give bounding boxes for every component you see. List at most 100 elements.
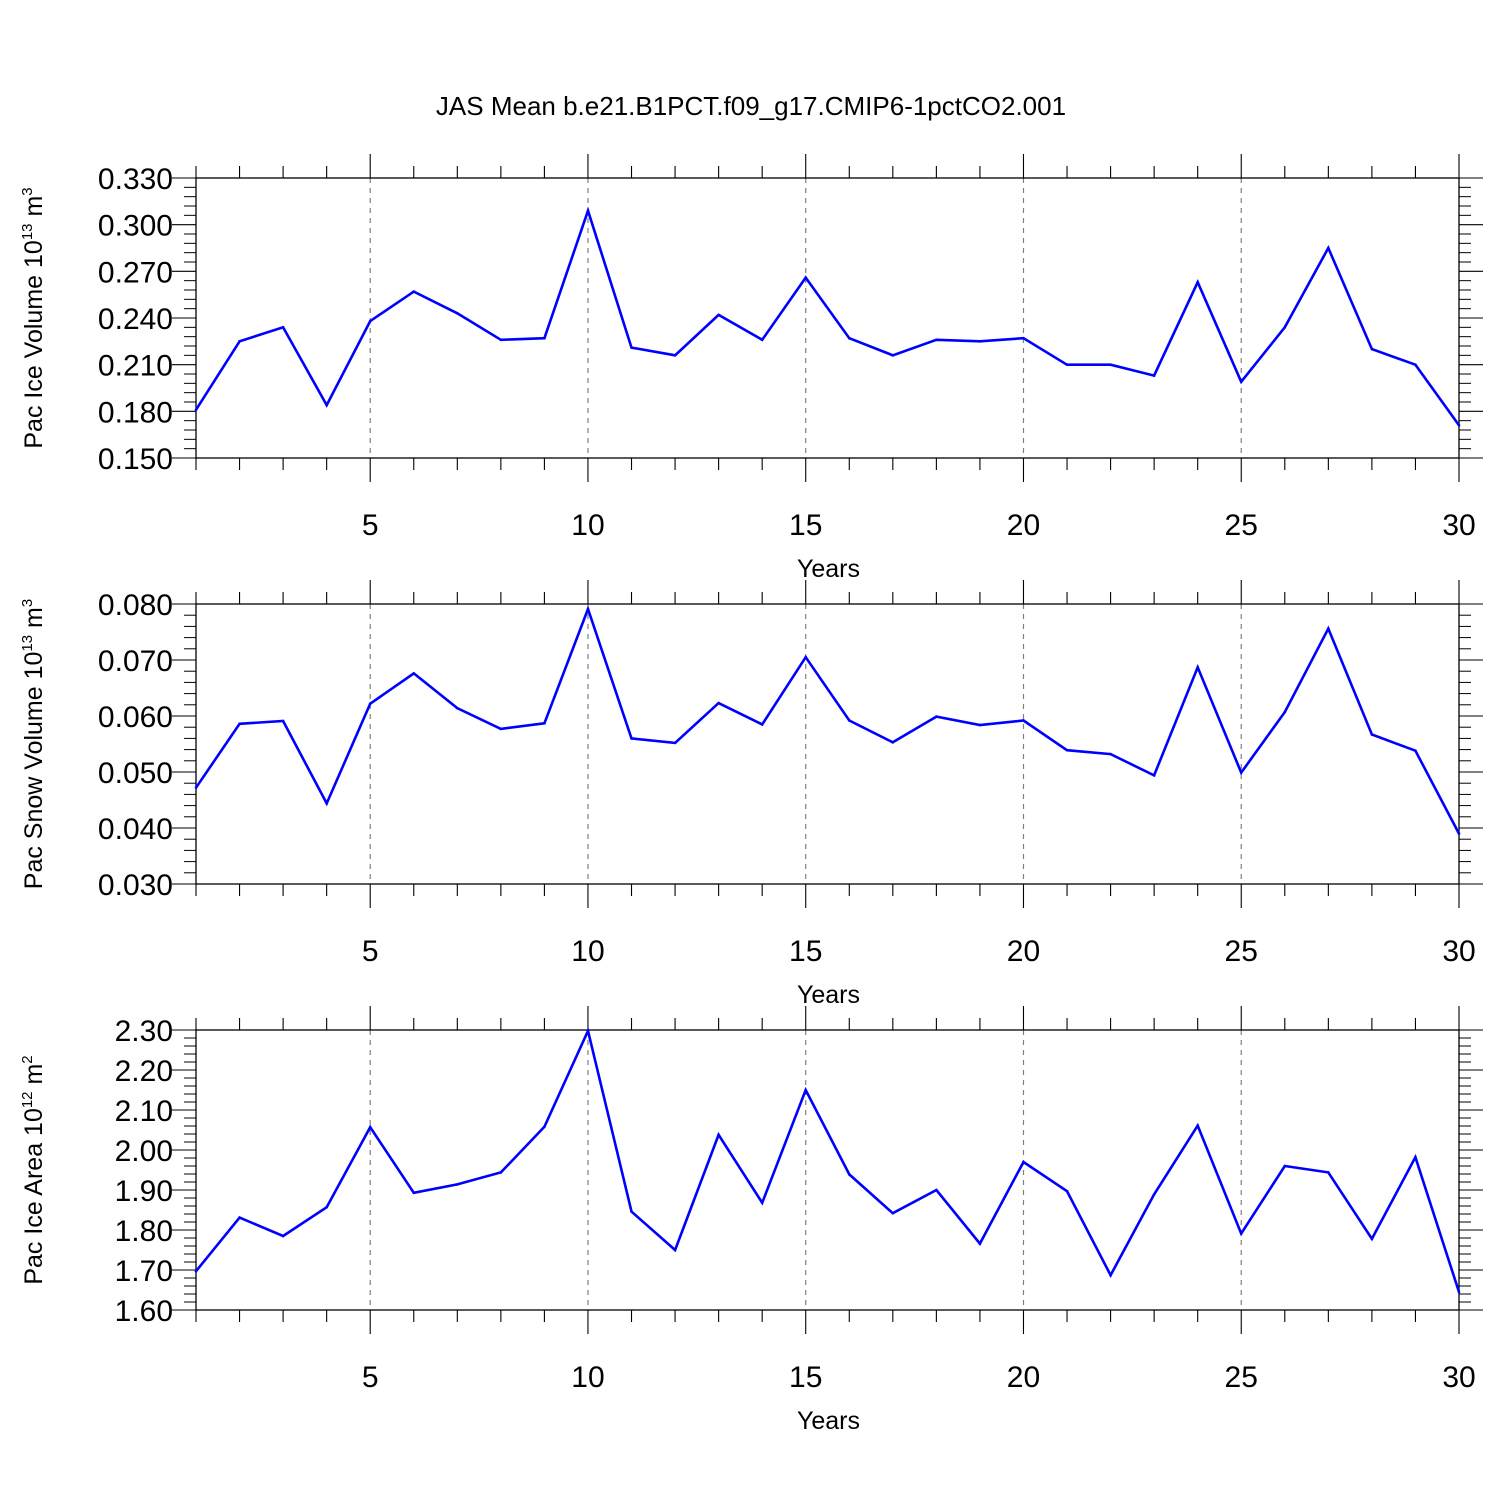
data-point-3-15 [804, 1088, 808, 1092]
data-point-2-22 [1109, 752, 1112, 756]
y-tick-label-2: 0.210 [98, 350, 173, 383]
panel-1: 5 10 15 20 25 30 Years 0.150 0.180 0.210 0.240 0.27… [19, 154, 1483, 583]
data-point-2-19 [978, 723, 982, 727]
y-tick-label-3: 1.90 [115, 1175, 173, 1208]
data-point-1-6 [412, 290, 416, 293]
data-point-2-27 [1327, 627, 1330, 630]
x-tick-label-25: 25 [1225, 935, 1258, 968]
y-tick-label-0: 1.60 [115, 1295, 173, 1328]
data-point-2-2 [238, 722, 241, 726]
y-tick-label-4: 2.00 [115, 1135, 173, 1168]
data-point-1-4 [325, 403, 328, 407]
data-point-1-8 [499, 338, 503, 342]
data-point-3-24 [1196, 1124, 1199, 1127]
figure-title: JAS Mean b.e21.B1PCT.f09_g17.CMIP6-1pctC… [436, 91, 1066, 121]
data-point-1-13 [717, 313, 720, 317]
x-tick-label-10: 10 [571, 1361, 604, 1394]
data-point-2-10 [586, 607, 590, 611]
data-point-1-22 [1109, 363, 1112, 366]
data-point-2-12 [673, 741, 677, 745]
data-point-1-5 [368, 319, 372, 323]
x-axis-label: Years [797, 1407, 860, 1435]
data-point-1-14 [760, 338, 764, 342]
data-point-2-23 [1152, 774, 1156, 777]
y-tick-label-1: 0.040 [98, 813, 173, 846]
data-point-1-16 [847, 336, 851, 340]
data-point-1-21 [1065, 363, 1069, 366]
x-tick-label-30: 30 [1442, 935, 1475, 968]
y-tick-label-3: 0.060 [98, 701, 173, 734]
data-point-2-14 [760, 723, 764, 726]
data-point-2-3 [281, 719, 285, 723]
data-point-2-7 [456, 706, 459, 710]
data-point-2-11 [630, 737, 633, 740]
plot-frame [195, 603, 1460, 885]
data-point-3-18 [935, 1188, 938, 1192]
x-tick-label-5: 5 [362, 509, 379, 542]
data-point-1-26 [1283, 326, 1287, 329]
data-point-1-20 [1022, 336, 1025, 340]
data-point-3-16 [847, 1173, 851, 1176]
data-point-3-5 [368, 1125, 372, 1129]
data-point-1-9 [543, 336, 546, 340]
data-point-2-6 [412, 672, 416, 675]
data-point-3-14 [760, 1201, 764, 1205]
y-tick-label-5: 0.300 [98, 210, 173, 243]
data-point-3-17 [891, 1211, 895, 1215]
data-point-1-7 [456, 312, 459, 315]
data-point-3-29 [1414, 1155, 1417, 1159]
data-point-3-21 [1065, 1189, 1069, 1193]
data-point-3-8 [499, 1171, 503, 1174]
data-point-2-20 [1022, 719, 1025, 722]
data-point-2-28 [1370, 733, 1374, 736]
y-axis-label: Pac Ice Area 1012 m2 [19, 1055, 48, 1284]
data-point-1-23 [1152, 374, 1156, 377]
data-point-1-25 [1239, 380, 1243, 384]
y-tick-label-0: 0.150 [98, 443, 173, 476]
data-point-2-24 [1196, 665, 1199, 669]
data-point-3-7 [456, 1183, 459, 1186]
data-point-1-27 [1327, 246, 1330, 250]
x-tick-label-5: 5 [362, 935, 379, 968]
data-point-2-5 [368, 702, 372, 705]
y-tick-label-4: 0.270 [98, 256, 173, 289]
data-point-1-11 [630, 346, 633, 349]
panels-container: 5 10 15 20 25 30 Years 0.150 0.180 0.210 0.240 0.27… [19, 154, 1483, 1435]
x-tick-label-20: 20 [1007, 509, 1040, 542]
data-point-3-4 [325, 1205, 328, 1209]
series-line-2 [194, 605, 1461, 835]
data-point-3-19 [978, 1242, 982, 1245]
data-point-3-28 [1370, 1237, 1374, 1241]
x-tick-label-25: 25 [1225, 1361, 1258, 1394]
data-point-2-8 [499, 727, 503, 731]
data-point-1-10 [586, 209, 590, 212]
data-point-3-3 [281, 1234, 285, 1238]
data-point-3-12 [673, 1248, 677, 1252]
x-tick-label-25: 25 [1225, 509, 1258, 542]
data-point-2-25 [1239, 771, 1243, 774]
data-point-3-25 [1239, 1232, 1243, 1235]
data-point-3-23 [1152, 1193, 1156, 1196]
data-point-1-17 [891, 354, 895, 357]
y-tick-label-4: 0.070 [98, 645, 173, 678]
y-tick-label-6: 2.20 [115, 1055, 173, 1088]
data-point-2-21 [1065, 748, 1069, 752]
y-tick-label-0: 0.030 [98, 869, 173, 902]
data-point-3-22 [1109, 1273, 1112, 1277]
data-point-2-30 [1457, 832, 1461, 835]
data-point-1-2 [238, 340, 241, 343]
data-point-1-15 [804, 276, 808, 279]
y-tick-label-2: 0.050 [98, 757, 173, 790]
x-tick-label-20: 20 [1007, 1361, 1040, 1394]
x-tick-label-15: 15 [789, 935, 822, 968]
data-point-1-1 [194, 408, 198, 412]
x-tick-label-20: 20 [1007, 935, 1040, 968]
data-point-2-4 [325, 802, 328, 805]
y-tick-label-1: 0.180 [98, 396, 173, 429]
series-line-3 [194, 1026, 1461, 1293]
y-tick-label-5: 2.10 [115, 1095, 173, 1128]
x-tick-label-30: 30 [1442, 1361, 1475, 1394]
data-point-1-3 [281, 326, 285, 329]
y-tick-label-6: 0.330 [98, 163, 173, 196]
